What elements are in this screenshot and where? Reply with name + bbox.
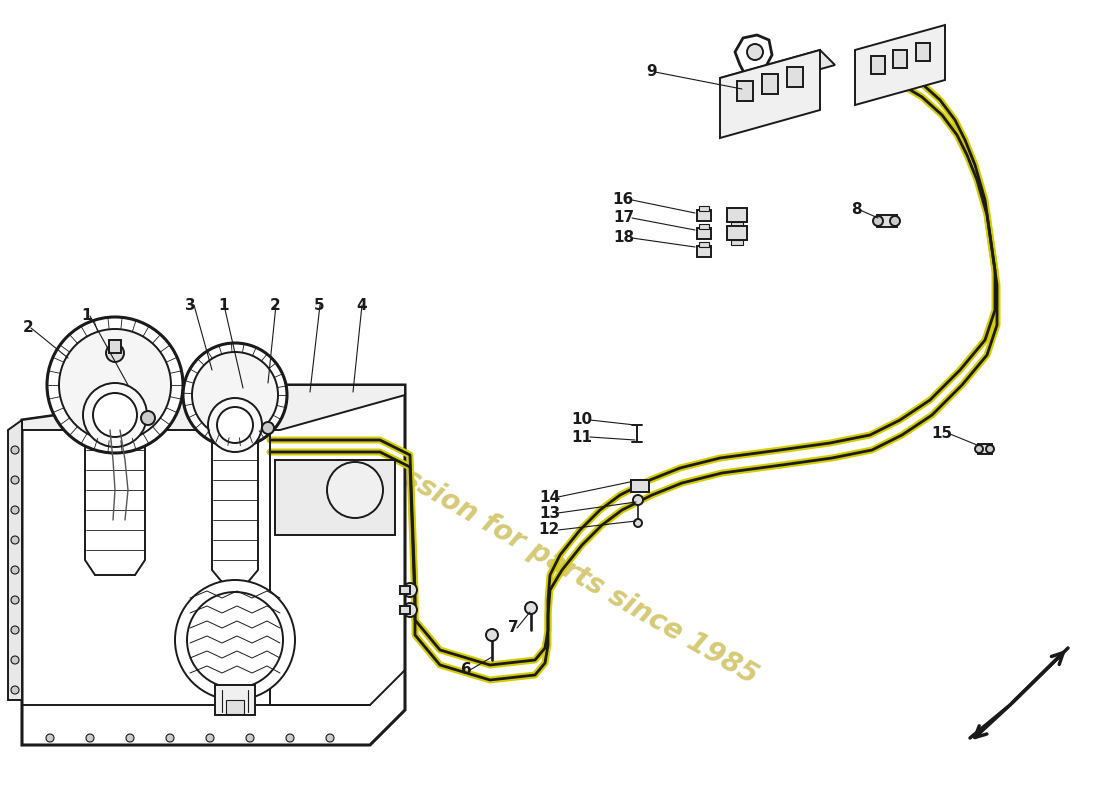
Text: 2: 2 xyxy=(270,298,280,313)
Text: 16: 16 xyxy=(613,193,634,207)
Bar xyxy=(727,208,747,222)
Circle shape xyxy=(246,734,254,742)
Polygon shape xyxy=(855,25,945,105)
Text: 4: 4 xyxy=(356,298,366,313)
Circle shape xyxy=(11,446,19,454)
Text: a passion for parts since 1985: a passion for parts since 1985 xyxy=(340,430,762,690)
Circle shape xyxy=(525,602,537,614)
Circle shape xyxy=(403,603,417,617)
Bar xyxy=(877,215,896,227)
Bar xyxy=(786,67,803,87)
Circle shape xyxy=(208,398,262,452)
Circle shape xyxy=(106,344,124,362)
Circle shape xyxy=(11,626,19,634)
Text: 7: 7 xyxy=(508,621,519,635)
Bar xyxy=(631,480,649,492)
Circle shape xyxy=(986,445,994,453)
Circle shape xyxy=(634,519,642,527)
Circle shape xyxy=(217,407,253,443)
Circle shape xyxy=(11,566,19,574)
Text: 17: 17 xyxy=(613,210,634,226)
Circle shape xyxy=(975,445,983,453)
Bar xyxy=(226,700,244,714)
Circle shape xyxy=(183,343,287,447)
Circle shape xyxy=(192,352,278,438)
Circle shape xyxy=(86,734,94,742)
Bar xyxy=(762,74,778,94)
Circle shape xyxy=(46,734,54,742)
Bar xyxy=(732,240,742,245)
Text: 1: 1 xyxy=(218,298,229,313)
Text: 15: 15 xyxy=(931,426,952,442)
Bar xyxy=(214,685,255,715)
Circle shape xyxy=(11,506,19,514)
Circle shape xyxy=(206,734,214,742)
Bar xyxy=(400,606,410,614)
Circle shape xyxy=(59,329,170,441)
Circle shape xyxy=(82,383,147,447)
Text: 8: 8 xyxy=(851,202,862,218)
Circle shape xyxy=(11,596,19,604)
Circle shape xyxy=(747,44,763,60)
Circle shape xyxy=(327,462,383,518)
Circle shape xyxy=(632,495,644,505)
Bar xyxy=(727,226,747,240)
Bar xyxy=(400,586,410,594)
Circle shape xyxy=(187,592,283,688)
Bar xyxy=(978,444,992,454)
Text: 13: 13 xyxy=(539,506,560,521)
Circle shape xyxy=(11,476,19,484)
Bar xyxy=(698,206,710,211)
Bar xyxy=(893,50,907,67)
Circle shape xyxy=(326,734,334,742)
Bar xyxy=(275,460,395,535)
Circle shape xyxy=(166,734,174,742)
Bar xyxy=(698,242,710,247)
Circle shape xyxy=(262,422,274,434)
Circle shape xyxy=(141,411,155,425)
Text: 10: 10 xyxy=(571,413,592,427)
Bar xyxy=(697,210,711,221)
Polygon shape xyxy=(8,420,22,700)
Text: 3: 3 xyxy=(186,298,196,313)
Bar xyxy=(737,81,754,101)
Circle shape xyxy=(403,583,417,597)
Polygon shape xyxy=(22,385,405,745)
Circle shape xyxy=(11,536,19,544)
Bar xyxy=(697,246,711,257)
Text: 5: 5 xyxy=(314,298,324,313)
Text: 1: 1 xyxy=(81,309,92,323)
Text: 14: 14 xyxy=(539,490,560,505)
Bar xyxy=(915,43,930,62)
Bar xyxy=(732,222,742,227)
Circle shape xyxy=(873,216,883,226)
Circle shape xyxy=(47,317,183,453)
Circle shape xyxy=(94,393,138,437)
Polygon shape xyxy=(22,385,405,430)
Circle shape xyxy=(11,656,19,664)
Circle shape xyxy=(286,734,294,742)
Bar xyxy=(870,56,884,74)
Polygon shape xyxy=(720,50,820,138)
Bar xyxy=(697,228,711,239)
Text: 12: 12 xyxy=(539,522,560,538)
Text: 18: 18 xyxy=(613,230,634,246)
Text: 2: 2 xyxy=(22,321,33,335)
Text: 9: 9 xyxy=(647,65,657,79)
Circle shape xyxy=(11,686,19,694)
Text: 6: 6 xyxy=(461,662,472,678)
Bar xyxy=(698,224,710,229)
Circle shape xyxy=(126,734,134,742)
Circle shape xyxy=(175,580,295,700)
Circle shape xyxy=(890,216,900,226)
Circle shape xyxy=(486,629,498,641)
Bar xyxy=(109,340,121,353)
Text: 11: 11 xyxy=(571,430,592,445)
Polygon shape xyxy=(720,50,835,93)
